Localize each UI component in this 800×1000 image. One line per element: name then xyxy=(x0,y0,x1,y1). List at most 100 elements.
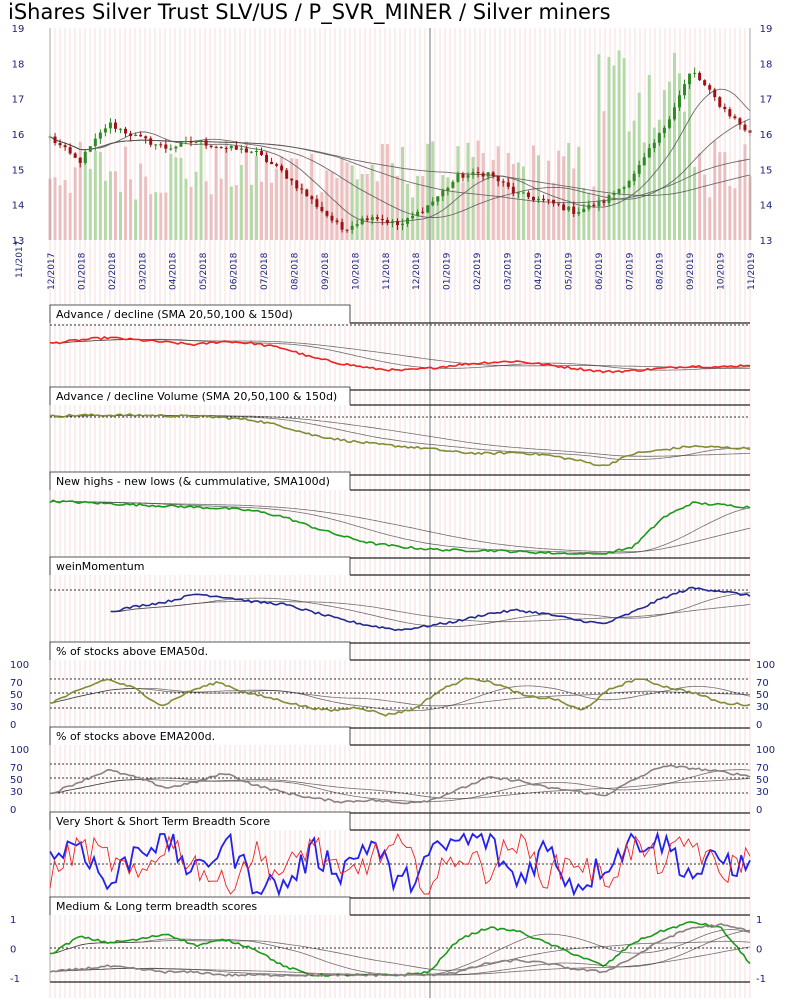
date-tick-label: 01/2019 xyxy=(443,252,453,290)
volume-bar xyxy=(315,198,319,240)
series-line xyxy=(49,832,751,895)
candle-body xyxy=(189,141,193,143)
candle-body xyxy=(426,205,430,213)
panel-ytick-left: 100 xyxy=(10,745,29,756)
candle-body xyxy=(265,154,269,162)
volume-bar xyxy=(431,141,435,240)
panel-ytick-right: 1 xyxy=(756,915,762,926)
candle-body xyxy=(436,196,440,202)
price-ytick-right: 15 xyxy=(760,165,773,176)
volume-bar xyxy=(733,188,737,240)
volume-bar xyxy=(552,182,556,240)
candle-body xyxy=(733,116,737,119)
candle-body xyxy=(330,215,334,221)
price-ytick-left: 15 xyxy=(12,165,25,176)
volume-bar xyxy=(496,146,500,240)
candle-body xyxy=(68,147,72,154)
volume-bar xyxy=(300,183,304,240)
candle-body xyxy=(411,215,415,219)
volume-bar xyxy=(466,142,470,240)
date-tick-label: 06/2019 xyxy=(595,252,605,290)
series-ma-line xyxy=(110,600,751,623)
panel-ytick-left: -1 xyxy=(10,974,20,985)
candle-body xyxy=(149,138,153,145)
volume-bar xyxy=(562,156,566,240)
candle-body xyxy=(416,211,420,216)
panel-title: weinMomentum xyxy=(56,560,144,573)
volume-bar xyxy=(144,176,148,240)
candle-body xyxy=(572,206,576,214)
candle-body xyxy=(511,186,515,194)
volume-bar xyxy=(662,90,666,241)
volume-bar xyxy=(526,194,530,240)
volume-bar xyxy=(476,140,480,240)
volume-bar xyxy=(239,165,243,240)
candle-body xyxy=(234,145,238,150)
panel-ytick-left: 50 xyxy=(10,775,23,786)
candle-body xyxy=(667,119,671,128)
date-tick-label: 01/2018 xyxy=(77,252,87,290)
candle-body xyxy=(708,85,712,90)
date-tick-label: 08/2018 xyxy=(290,252,300,290)
volume-bar xyxy=(149,194,153,240)
panel-ytick-left: 30 xyxy=(10,702,23,713)
volume-bar xyxy=(134,199,138,240)
volume-bar xyxy=(385,144,389,240)
volume-bar xyxy=(320,192,324,240)
volume-bar xyxy=(406,183,410,240)
price-ytick-left: 14 xyxy=(12,201,25,212)
panel-ytick-right: 30 xyxy=(756,702,769,713)
candle-body xyxy=(496,176,500,182)
candle-body xyxy=(98,132,102,139)
panel-ytick-left: 70 xyxy=(10,763,23,774)
volume-bar xyxy=(582,187,586,240)
volume-bar xyxy=(481,152,485,240)
date-tick-label: 02/2019 xyxy=(473,252,483,290)
date-tick-label: 06/2018 xyxy=(230,252,240,290)
candle-body xyxy=(219,147,223,149)
candle-body xyxy=(154,144,158,146)
volume-bar xyxy=(119,191,123,240)
candle-body xyxy=(229,145,233,149)
date-tick-label: 07/2018 xyxy=(260,252,270,290)
panel-title: % of stocks above EMA50d. xyxy=(56,645,208,658)
volume-bar xyxy=(456,146,460,240)
volume-bar xyxy=(129,179,133,240)
price-ma-line xyxy=(49,88,751,224)
volume-bar xyxy=(506,153,510,240)
candle-body xyxy=(622,187,626,189)
series-line xyxy=(110,586,751,632)
volume-bar xyxy=(683,111,687,240)
candle-body xyxy=(647,148,651,158)
candle-body xyxy=(113,122,117,129)
volume-bar xyxy=(713,140,717,240)
price-ytick-right: 16 xyxy=(760,130,773,141)
volume-bar xyxy=(254,156,258,240)
volume-bar xyxy=(708,197,712,240)
candle-body xyxy=(728,109,732,117)
candle-body xyxy=(254,150,258,152)
candle-body xyxy=(249,151,253,153)
candle-body xyxy=(652,142,656,149)
candle-body xyxy=(718,97,722,107)
candle-body xyxy=(677,95,681,108)
candle-body xyxy=(557,203,561,205)
page-title: iShares Silver Trust SLV/US / P_SVR_MINE… xyxy=(8,0,611,24)
candle-body xyxy=(295,180,299,189)
candle-body xyxy=(501,181,505,183)
panel-ytick-left: 100 xyxy=(10,660,29,671)
candle-body xyxy=(214,146,218,148)
series-ma-line xyxy=(49,500,751,554)
series-ma-line xyxy=(49,339,750,369)
volume-bar xyxy=(113,171,117,240)
volume-bar xyxy=(98,151,102,240)
volume-bar xyxy=(249,184,253,240)
candle-body xyxy=(703,80,707,86)
panel-ytick-right: 0 xyxy=(756,945,762,956)
volume-bar xyxy=(189,186,193,240)
candle-body xyxy=(476,172,480,174)
candle-body xyxy=(335,220,339,223)
volume-bar xyxy=(577,146,581,240)
volume-bar xyxy=(139,163,143,240)
candle-body xyxy=(310,196,314,200)
